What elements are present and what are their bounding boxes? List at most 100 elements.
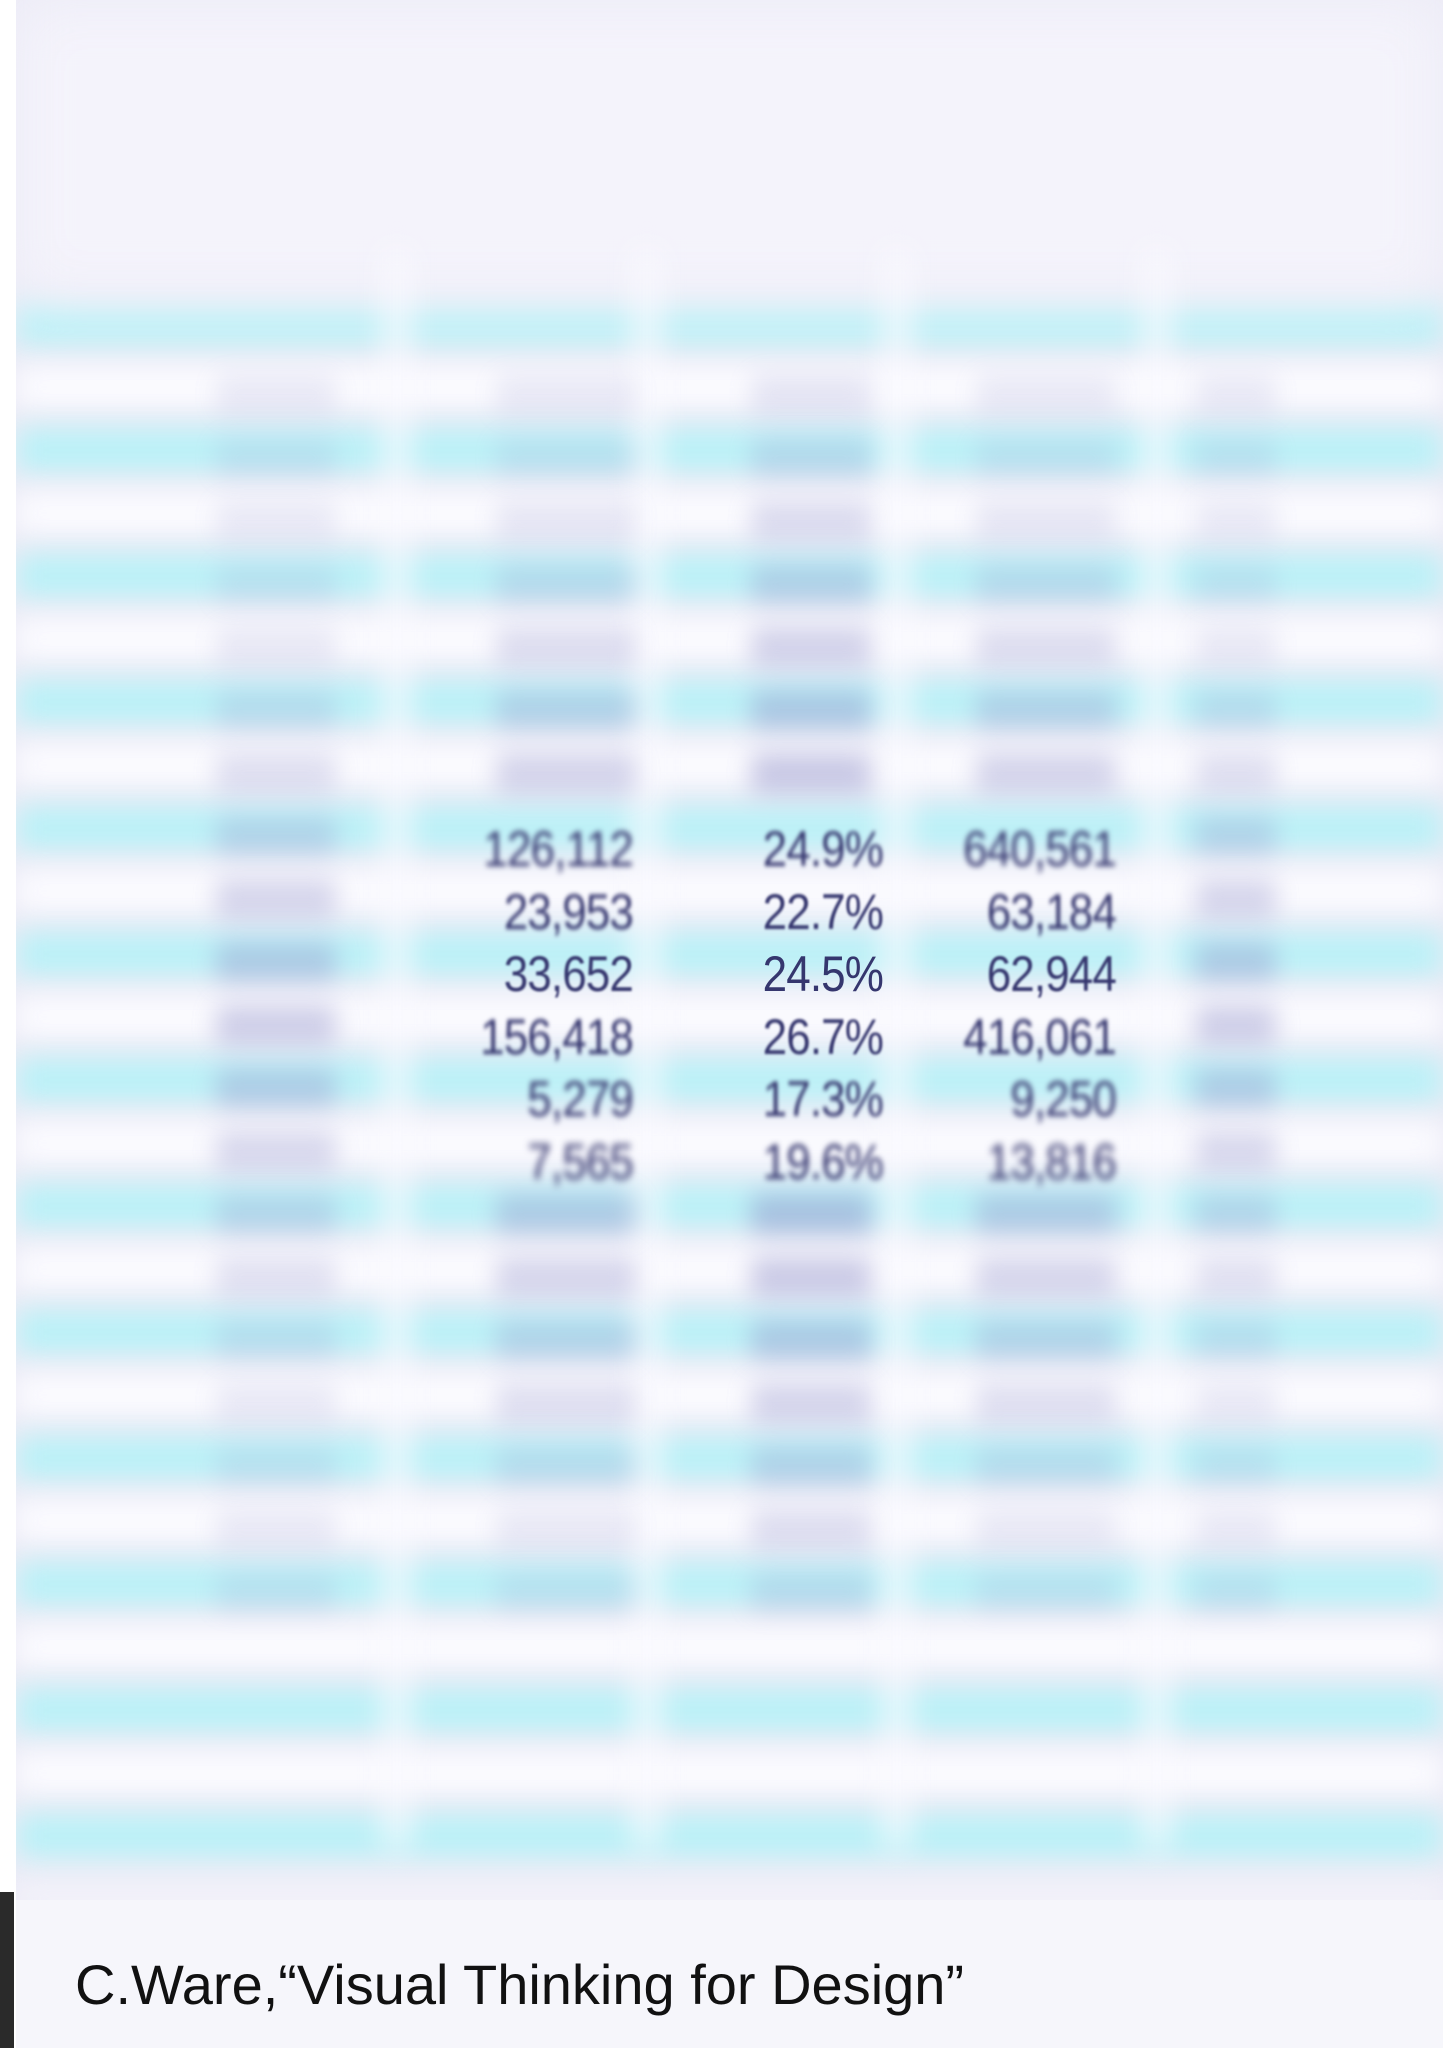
blurred-cell xyxy=(1196,375,1276,415)
blurred-cell xyxy=(1196,501,1276,541)
blurred-cell xyxy=(1196,879,1276,919)
blurred-cell xyxy=(976,564,1116,604)
blurred-cell xyxy=(976,501,1116,541)
blurred-cell xyxy=(751,1194,871,1234)
blurred-cell xyxy=(976,1194,1116,1234)
slide-edge xyxy=(0,1892,14,2048)
blurred-cell xyxy=(1196,753,1276,793)
table-cell: 33,652 xyxy=(422,945,633,1003)
table-cell: 640,561 xyxy=(905,820,1116,878)
table-cell: 156,418 xyxy=(422,1008,633,1066)
blurred-cell xyxy=(1196,1509,1276,1549)
blurred-cell xyxy=(1196,438,1276,478)
blurred-cell xyxy=(496,564,636,604)
blurred-cell xyxy=(496,375,636,415)
blurred-cell xyxy=(1196,816,1276,856)
blurred-cell xyxy=(976,1257,1116,1297)
blurred-cell xyxy=(751,1446,871,1486)
blurred-cell xyxy=(496,1257,636,1297)
blurred-cell xyxy=(751,438,871,478)
table-cell: 24.5% xyxy=(672,945,883,1003)
blurred-cell xyxy=(496,753,636,793)
blurred-cell xyxy=(216,816,336,856)
blurred-cell xyxy=(976,1446,1116,1486)
blurred-cell xyxy=(216,627,336,667)
blurred-cell xyxy=(216,564,336,604)
table-cell: 26.7% xyxy=(672,1008,883,1066)
table-cell: 62,944 xyxy=(905,945,1116,1003)
blurred-cell xyxy=(751,1320,871,1360)
blurred-cell xyxy=(1196,564,1276,604)
column-gap xyxy=(636,250,658,1850)
blurred-cell xyxy=(496,1509,636,1549)
blurred-cell xyxy=(751,1257,871,1297)
blurred-cell xyxy=(496,627,636,667)
blurred-cell xyxy=(216,1509,336,1549)
blurred-cell xyxy=(496,1572,636,1612)
blurred-cell xyxy=(216,1257,336,1297)
top-haze xyxy=(16,0,1443,300)
blurred-cell xyxy=(976,1320,1116,1360)
table-cell: 13,816 xyxy=(905,1133,1116,1191)
blurred-cell xyxy=(976,753,1116,793)
blurred-cell xyxy=(496,690,636,730)
blurred-cell xyxy=(216,753,336,793)
blurred-cell xyxy=(1196,1131,1276,1171)
blurred-cell xyxy=(976,1572,1116,1612)
blurred-cell xyxy=(976,690,1116,730)
table-cell: 22.7% xyxy=(672,883,883,941)
table-cell: 416,061 xyxy=(905,1008,1116,1066)
table-cell: 24.9% xyxy=(672,820,883,878)
blurred-cell xyxy=(1196,1257,1276,1297)
table-cell: 17.3% xyxy=(672,1070,883,1128)
blurred-cell xyxy=(751,564,871,604)
blurred-cell xyxy=(216,1320,336,1360)
blurred-cell xyxy=(216,1383,336,1423)
blurred-cell xyxy=(1196,1068,1276,1108)
blurred-cell xyxy=(751,1509,871,1549)
blurred-cell xyxy=(1196,1572,1276,1612)
blurred-cell xyxy=(751,375,871,415)
table-cell: 126,112 xyxy=(422,820,633,878)
blurred-cell xyxy=(751,627,871,667)
table-cell: 7,565 xyxy=(422,1133,633,1191)
blurred-cell xyxy=(1196,1005,1276,1045)
blurred-cell xyxy=(1196,1194,1276,1234)
blurred-cell xyxy=(751,1572,871,1612)
table-cell: 23,953 xyxy=(422,883,633,941)
blurred-cell xyxy=(751,753,871,793)
blurred-cell xyxy=(1196,942,1276,982)
blurred-cell xyxy=(216,1194,336,1234)
row-stripe xyxy=(16,1625,1443,1669)
blurred-cell xyxy=(216,501,336,541)
row-stripe xyxy=(16,1814,1443,1858)
blurred-cell xyxy=(496,438,636,478)
blurred-cell xyxy=(216,438,336,478)
blurred-cell xyxy=(976,375,1116,415)
blurred-cell xyxy=(496,1383,636,1423)
blurred-cell xyxy=(751,1383,871,1423)
blurred-cell xyxy=(216,1068,336,1108)
blurred-cell xyxy=(1196,1320,1276,1360)
blurred-cell xyxy=(1196,1383,1276,1423)
blurred-cell xyxy=(496,1320,636,1360)
blurred-cell xyxy=(976,627,1116,667)
column-gap xyxy=(386,250,408,1850)
blurred-cell xyxy=(976,1509,1116,1549)
blurred-cell xyxy=(216,690,336,730)
blurred-cell xyxy=(216,942,336,982)
table-cell: 9,250 xyxy=(905,1070,1116,1128)
table-cell: 63,184 xyxy=(905,883,1116,941)
row-stripe xyxy=(16,1751,1443,1795)
row-stripe xyxy=(16,302,1443,346)
table-cell: 19.6% xyxy=(672,1133,883,1191)
blurred-cell xyxy=(216,375,336,415)
caption: C.Ware,“Visual Thinking for Design” xyxy=(75,1952,964,2017)
blurred-cell xyxy=(976,438,1116,478)
blurred-cell xyxy=(751,690,871,730)
blurred-cell xyxy=(751,501,871,541)
blurred-cell xyxy=(1196,1446,1276,1486)
blurred-cell xyxy=(216,1446,336,1486)
blurred-cell xyxy=(216,1572,336,1612)
blurred-spreadsheet: 126,112 24.9% 640,561 23,953 22.7% 63,184 33,6… xyxy=(16,0,1443,2048)
